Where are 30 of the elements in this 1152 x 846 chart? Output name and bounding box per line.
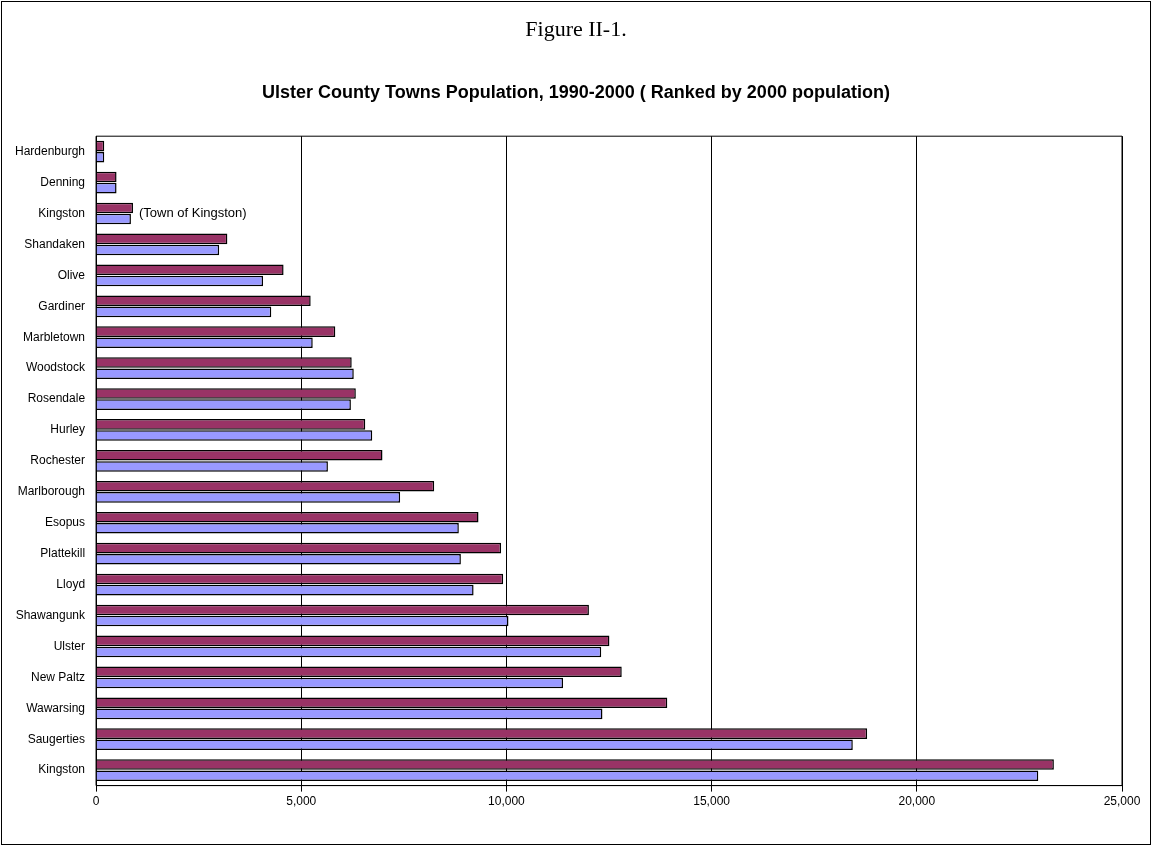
y-tick-label: Rochester xyxy=(30,453,86,468)
y-tick-label: Kingston xyxy=(38,762,86,777)
y-tick-label: Wawarsing xyxy=(26,700,86,715)
y-tick-label: New Paltz xyxy=(31,669,86,684)
y-tick-label: Saugerties xyxy=(27,731,86,746)
y-tick-label: Hardenburgh xyxy=(14,143,86,158)
x-tick-label: 15,000 xyxy=(693,794,731,809)
y-tick-label: Shandaken xyxy=(24,236,86,251)
y-tick-label: Hurley xyxy=(50,422,86,437)
chart-title: Figure II-1. xyxy=(524,16,628,42)
y-tick-label: Marlborough xyxy=(17,484,86,499)
y-tick-label: Rosendale xyxy=(27,391,86,406)
x-tick-label: 20,000 xyxy=(898,794,936,809)
x-tick-label: 5,000 xyxy=(286,794,317,809)
x-tick-label: 0 xyxy=(92,794,100,809)
chart-subtitle: Ulster County Towns Population, 1990-2000 ( Ranked by 2000 population) xyxy=(261,82,891,103)
y-tick-label: Plattekill xyxy=(40,545,86,560)
y-tick-label: Esopus xyxy=(45,515,86,530)
y-tick-label: Lloyd xyxy=(56,576,86,591)
x-tick-label: 25,000 xyxy=(1103,794,1141,809)
y-tick-label: Denning xyxy=(40,174,86,189)
y-tick-label: Kingston xyxy=(38,205,86,220)
annotation: (Town of Kingston) xyxy=(138,205,247,221)
x-tick-label: 10,000 xyxy=(488,794,526,809)
y-tick-label: Gardiner xyxy=(38,298,86,313)
y-tick-label: Ulster xyxy=(53,638,86,653)
y-tick-label: Shawangunk xyxy=(15,607,87,622)
y-tick-label: Olive xyxy=(57,267,86,282)
y-tick-label: Woodstock xyxy=(25,360,87,375)
y-tick-label: Marbletown xyxy=(23,329,86,344)
